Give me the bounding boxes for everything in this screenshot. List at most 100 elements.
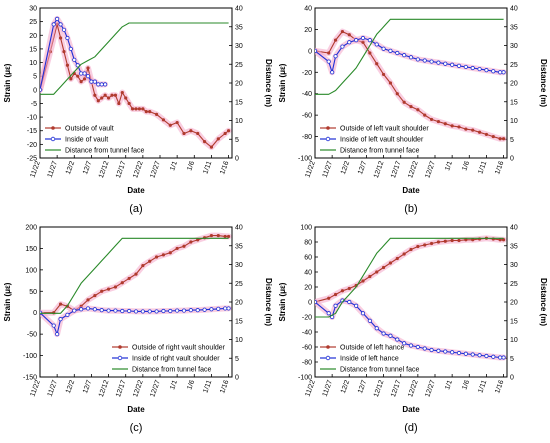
data-point xyxy=(498,137,502,141)
legend-label: Distance from tunnel face xyxy=(340,367,419,374)
data-point xyxy=(89,79,94,84)
data-point xyxy=(381,46,386,51)
data-point xyxy=(65,312,70,317)
y2-tick-label: 30 xyxy=(235,262,243,269)
x-tick-label: 12/2 xyxy=(340,160,351,175)
data-point xyxy=(127,276,131,281)
y-tick-label: 10 xyxy=(29,60,37,67)
y-tick-label: 80 xyxy=(304,240,312,247)
data-point xyxy=(408,343,414,348)
data-point xyxy=(326,311,331,316)
data-point xyxy=(161,253,166,257)
data-point xyxy=(85,306,91,311)
legend-label: Outside of left hance xyxy=(340,345,404,352)
data-point xyxy=(130,107,135,111)
data-point xyxy=(58,22,63,27)
y2-tick-label: 20 xyxy=(235,300,243,307)
x-tick-label: 12/17 xyxy=(390,379,403,398)
series-group xyxy=(40,22,229,95)
y-axis-title: Strain (με) xyxy=(278,282,287,321)
data-point xyxy=(415,344,420,350)
data-point xyxy=(127,101,131,106)
series-group xyxy=(40,232,232,316)
data-point xyxy=(120,90,124,95)
data-point xyxy=(408,55,414,60)
series-line xyxy=(315,237,504,303)
y-tick-label: -5 xyxy=(31,101,37,108)
data-point xyxy=(120,281,124,285)
series-group xyxy=(315,235,507,305)
y2-tick-label: 5 xyxy=(235,356,239,363)
y-tick-label: 0 xyxy=(308,300,312,307)
x-tick-label: 1/6 xyxy=(461,379,471,391)
data-point xyxy=(65,35,70,41)
data-point xyxy=(103,82,108,87)
x-tick-label: 12/2 xyxy=(65,160,76,175)
data-point xyxy=(327,51,331,55)
data-point xyxy=(226,306,231,311)
data-point xyxy=(99,308,104,313)
data-point xyxy=(106,308,111,313)
data-point xyxy=(361,40,365,44)
data-point xyxy=(470,65,475,71)
data-point xyxy=(113,285,118,289)
data-point xyxy=(79,307,84,312)
legend-marker xyxy=(325,136,331,142)
data-point xyxy=(216,306,221,311)
y2-tick-label: 25 xyxy=(510,281,518,288)
y2-tick-label: 35 xyxy=(235,243,243,250)
data-point xyxy=(402,252,406,256)
series-line xyxy=(40,22,229,95)
x-tick-label: 11/27 xyxy=(47,379,59,397)
chart-svg: -150 -100 -50 0 50 100 150 200 0 5 10 15 20 25 30 35 40 1… xyxy=(3,225,273,435)
x-tick-label: 12/12 xyxy=(373,160,386,179)
data-point xyxy=(96,82,101,87)
data-point xyxy=(464,127,468,131)
data-point xyxy=(416,108,420,112)
data-point xyxy=(72,57,77,62)
data-point xyxy=(99,82,104,87)
data-point xyxy=(51,22,56,27)
y-tick-label: 5 xyxy=(33,74,37,81)
data-point xyxy=(381,72,386,77)
data-point xyxy=(374,42,379,47)
series-group xyxy=(40,15,109,93)
data-point xyxy=(68,46,73,52)
y2-tick-label: 15 xyxy=(235,99,243,106)
data-point xyxy=(409,104,413,109)
x-tick-label: 1/11 xyxy=(477,379,488,394)
data-point xyxy=(202,307,207,312)
data-point xyxy=(315,299,318,305)
data-point xyxy=(457,238,461,243)
data-point xyxy=(161,118,166,122)
x-tick-label: 12/2 xyxy=(65,379,76,394)
y-tick-label: 30 xyxy=(29,6,37,13)
data-point xyxy=(62,50,66,54)
series-line xyxy=(315,31,504,140)
y-tick-label: 200 xyxy=(25,225,37,232)
x-tick-label: 1/11 xyxy=(202,160,213,175)
series-group xyxy=(40,305,232,338)
x-tick-label: 12/22 xyxy=(407,160,420,179)
data-point xyxy=(368,274,372,279)
data-point xyxy=(223,131,227,136)
data-point xyxy=(491,69,496,74)
data-point xyxy=(340,289,345,293)
data-point xyxy=(216,137,220,141)
data-point xyxy=(409,247,413,252)
y2-axis-title: Distance (m) xyxy=(264,59,273,107)
x-tick-label: 1/1 xyxy=(444,160,454,172)
data-point xyxy=(75,63,80,68)
data-point xyxy=(141,263,145,268)
y2-tick-label: 25 xyxy=(235,62,243,69)
data-point xyxy=(175,246,179,251)
data-point xyxy=(498,355,503,360)
data-point xyxy=(463,64,468,70)
data-point xyxy=(315,48,318,53)
y2-axis-title: Distance (m) xyxy=(539,278,548,326)
data-point xyxy=(388,261,393,265)
data-point xyxy=(120,308,125,314)
data-point xyxy=(423,113,427,117)
panel-label: (c) xyxy=(130,422,143,434)
legend-marker xyxy=(50,136,56,142)
